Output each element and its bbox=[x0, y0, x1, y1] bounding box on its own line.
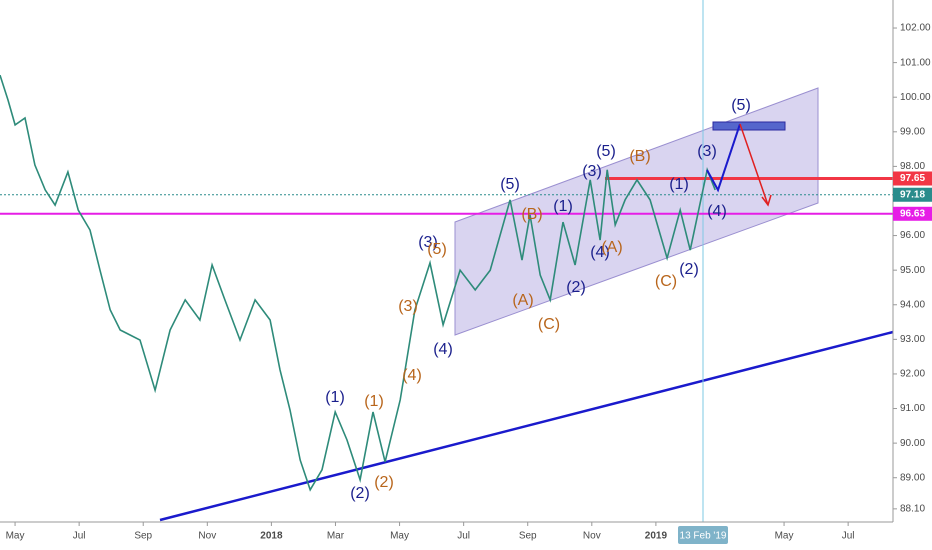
price-line-series bbox=[0, 74, 716, 492]
y-tick-label: 100.00 bbox=[900, 92, 931, 103]
price-badge-label: 96.63 bbox=[900, 208, 925, 219]
y-tick-label: 98.00 bbox=[900, 161, 925, 172]
y-tick-label: 96.00 bbox=[900, 230, 925, 241]
wave-label: (A) bbox=[601, 239, 622, 256]
wave-label: (5) bbox=[500, 176, 520, 193]
wave-label: (1) bbox=[364, 393, 384, 410]
wave-label: (3) bbox=[418, 234, 438, 251]
y-tick-label: 93.00 bbox=[900, 334, 925, 345]
wave-label: (5) bbox=[427, 241, 447, 258]
channel bbox=[454, 87, 819, 336]
wave-label: (B) bbox=[629, 148, 650, 165]
y-tick-label: 95.00 bbox=[900, 265, 925, 276]
y-tick-label: 91.00 bbox=[900, 403, 925, 414]
wave-label: (1) bbox=[669, 176, 689, 193]
y-tick-label: 101.00 bbox=[900, 57, 931, 68]
arrow-head bbox=[761, 194, 772, 207]
wave-label: (5) bbox=[731, 97, 751, 114]
wave-label: (5) bbox=[596, 143, 616, 160]
cursor-badge-label: 13 Feb '19 bbox=[680, 531, 727, 542]
x-tick-label: May bbox=[775, 531, 794, 542]
y-tick-label: 89.00 bbox=[900, 472, 925, 483]
wave-label: (3) bbox=[398, 298, 418, 315]
price-badge-label: 97.18 bbox=[900, 189, 925, 200]
x-tick-label: Jul bbox=[73, 531, 86, 542]
x-tick-label: Nov bbox=[583, 531, 601, 542]
x-tick-label: May bbox=[390, 531, 409, 542]
price-badge bbox=[893, 171, 932, 186]
wave-label: (B) bbox=[521, 206, 542, 223]
wave-label: (2) bbox=[566, 279, 586, 296]
wave-label: (3) bbox=[582, 163, 602, 180]
y-tick-label: 102.00 bbox=[900, 23, 931, 34]
trend-line bbox=[159, 330, 894, 522]
wave-label: (1) bbox=[553, 198, 573, 215]
wave-label: (4) bbox=[433, 341, 453, 358]
cursor-badge bbox=[678, 526, 728, 544]
x-tick-label: Sep bbox=[519, 531, 537, 542]
wave-label: (4) bbox=[707, 203, 727, 220]
price-badge bbox=[893, 206, 932, 221]
target-box bbox=[712, 121, 786, 131]
x-tick-label: Nov bbox=[198, 531, 216, 542]
price-badge bbox=[893, 187, 932, 202]
price-badge-label: 97.65 bbox=[900, 173, 925, 184]
x-tick-label: Sep bbox=[134, 531, 152, 542]
wave-label: (C) bbox=[538, 316, 560, 333]
wave-label: (C) bbox=[655, 273, 677, 290]
wave-label: (A) bbox=[512, 292, 533, 309]
wave-label: (4) bbox=[590, 244, 610, 261]
wave-label: (3) bbox=[697, 143, 717, 160]
x-tick-label: 2018 bbox=[260, 531, 283, 542]
y-tick-label: 94.00 bbox=[900, 299, 925, 310]
y-tick-label: 99.00 bbox=[900, 126, 925, 137]
wave-label: (2) bbox=[679, 261, 699, 278]
wave-label: (2) bbox=[350, 485, 370, 502]
x-tick-label: Jul bbox=[457, 531, 470, 542]
x-tick-label: 2019 bbox=[645, 531, 668, 542]
y-tick-label: 88.10 bbox=[900, 503, 925, 514]
x-tick-label: May bbox=[6, 531, 25, 542]
y-tick-label: 90.00 bbox=[900, 438, 925, 449]
x-tick-label: Jul bbox=[842, 531, 855, 542]
wave-label: (1) bbox=[325, 389, 345, 406]
projection bbox=[706, 123, 741, 193]
projection-down bbox=[739, 123, 769, 206]
wave-label: (4) bbox=[402, 367, 422, 384]
wave-label: (2) bbox=[374, 474, 394, 491]
y-tick-label: 92.00 bbox=[900, 369, 925, 380]
x-tick-label: Mar bbox=[327, 531, 345, 542]
